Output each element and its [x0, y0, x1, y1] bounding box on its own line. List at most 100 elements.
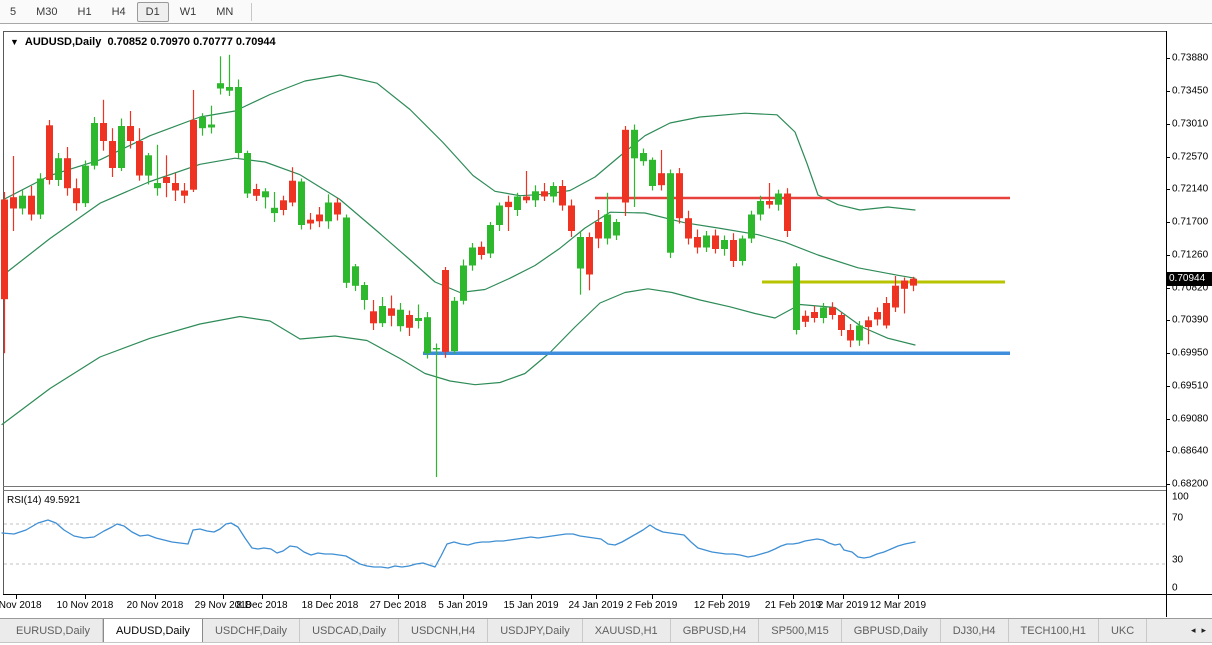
price-axis-label: 0.69080	[1172, 413, 1209, 425]
chart-ohlc-values: 0.70852 0.70970 0.70777 0.70944	[107, 36, 276, 48]
tab-usdcnh-h4[interactable]: USDCNH,H4	[399, 619, 489, 642]
timeframe-button-5[interactable]: 5	[10, 5, 17, 18]
rsi-axis-label: 0	[1172, 582, 1178, 594]
candle	[163, 177, 170, 183]
rsi-axis-label: 30	[1172, 554, 1184, 566]
candle	[1, 199, 8, 300]
date-axis-label: 18 Dec 2018	[301, 600, 359, 611]
bollinger-middle-band	[1, 157, 916, 294]
tab-gbpusd-daily[interactable]: GBPUSD,Daily	[842, 619, 941, 642]
candle	[28, 195, 35, 215]
candle	[226, 87, 233, 91]
price-axis-label: 0.72140	[1172, 183, 1209, 195]
date-tick	[843, 595, 844, 599]
candle	[172, 183, 179, 191]
candle	[478, 246, 485, 255]
tab-sp500-m15[interactable]: SP500,M15	[759, 619, 842, 642]
candle	[685, 218, 692, 239]
date-tick	[262, 595, 263, 599]
candle	[136, 141, 143, 176]
tab-scroll-right-arrow[interactable]: ▸	[1201, 625, 1206, 635]
price-axis-label: 0.68200	[1172, 478, 1209, 490]
candle	[181, 190, 188, 196]
candle	[100, 123, 107, 141]
tab-eurusd-daily[interactable]: EURUSD,Daily	[0, 619, 103, 642]
date-tick	[596, 595, 597, 599]
date-axis-label: 2 Mar 2019	[817, 600, 869, 611]
price-tick	[1166, 320, 1170, 321]
pane-separator[interactable]	[3, 486, 1166, 487]
candle	[883, 303, 890, 326]
toolbar-separator	[251, 2, 253, 21]
tab-audusd-daily[interactable]: AUDUSD,Daily	[102, 619, 203, 642]
candle	[109, 141, 116, 168]
date-tick	[85, 595, 86, 599]
tab-scroll-left-arrow[interactable]: ◂	[1190, 625, 1196, 635]
candle	[640, 153, 647, 162]
timeframe-button-d1[interactable]: D1	[136, 1, 169, 22]
price-tick	[1166, 189, 1170, 190]
date-tick	[722, 595, 723, 599]
candle	[541, 191, 548, 197]
tab-usdcad-daily[interactable]: USDCAD,Daily	[300, 619, 400, 642]
candle	[847, 330, 854, 341]
candle	[820, 307, 827, 318]
candle	[766, 201, 773, 205]
candle	[631, 129, 638, 159]
price-tick	[1166, 288, 1170, 289]
rsi-axis-label: 100	[1172, 491, 1189, 503]
date-axis-label: 12 Feb 2019	[693, 600, 751, 611]
date-tick	[330, 595, 331, 599]
date-axis-label: 10 Nov 2018	[56, 600, 114, 611]
candle	[487, 225, 494, 254]
tab-gbpusd-h4[interactable]: GBPUSD,H4	[671, 619, 760, 642]
tab-tech100-h1[interactable]: TECH100,H1	[1009, 619, 1099, 642]
candle	[595, 222, 602, 239]
timeframe-button-m30[interactable]: M30	[36, 5, 58, 18]
date-tick	[793, 595, 794, 599]
date-axis-label: 15 Jan 2019	[503, 600, 559, 611]
tab-dj30-h4[interactable]: DJ30,H4	[941, 619, 1009, 642]
price-axis-label: 0.70820	[1172, 282, 1209, 294]
candle	[343, 217, 350, 283]
candle	[199, 117, 206, 129]
candle	[676, 173, 683, 219]
chart-tab-bar: EURUSD,Daily AUDUSD,Daily USDCHF,Daily USDC…	[0, 618, 1212, 643]
price-axis-label: 0.73450	[1172, 85, 1209, 97]
candle	[190, 120, 197, 190]
date-axis-label: 1 Nov 2018	[0, 600, 42, 611]
chart-dropdown-icon[interactable]: ▼	[10, 37, 19, 47]
tab-scroll-arrows: ◂ ▸	[1191, 619, 1212, 642]
timeframe-button-h1[interactable]: H1	[77, 5, 92, 18]
price-axis-label: 0.73880	[1172, 52, 1209, 64]
timeframe-toolbar: 5 M30 H1 H4 D1 W1 MN	[0, 0, 1212, 24]
tab-xauusd-h1[interactable]: XAUUSD,H1	[583, 619, 671, 642]
timeframe-button-mn[interactable]: MN	[216, 5, 234, 18]
candle	[298, 181, 305, 225]
timeframe-button-w1[interactable]: W1	[179, 5, 197, 18]
candle	[757, 201, 764, 215]
rsi-line	[1, 519, 916, 569]
candle	[568, 205, 575, 231]
rsi-value: 49.5921	[44, 495, 81, 506]
candle	[901, 280, 908, 289]
tab-usdchf-daily[interactable]: USDCHF,Daily	[203, 619, 301, 642]
candle	[694, 237, 701, 248]
price-tick	[1166, 222, 1170, 223]
candle	[289, 180, 296, 203]
candle	[523, 196, 530, 201]
tab-usdjpy-daily[interactable]: USDJPY,Daily	[488, 619, 583, 642]
date-axis-label: 2 Feb 2019	[626, 600, 678, 611]
tab-ukc[interactable]: UKC	[1099, 619, 1148, 642]
candle	[316, 214, 323, 222]
candle	[469, 247, 476, 266]
candle	[505, 201, 512, 208]
candle	[874, 312, 881, 320]
candle	[37, 178, 44, 215]
current-price-tag: 0.70944	[1167, 272, 1212, 286]
rsi-indicator-label: RSI(14) 49.5921	[7, 495, 81, 506]
timeframe-button-h4[interactable]: H4	[111, 5, 126, 18]
candle	[712, 235, 719, 249]
chart-symbol-label: AUDUSD,Daily	[24, 36, 102, 48]
candle	[217, 83, 224, 89]
